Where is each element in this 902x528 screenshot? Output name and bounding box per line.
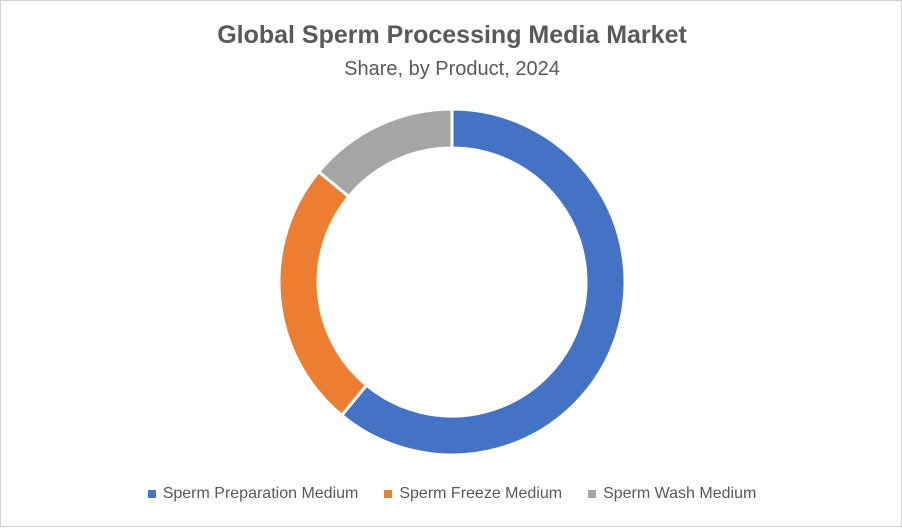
chart-title: Global Sperm Processing Media Market [217, 21, 687, 49]
chart-subtitle: Share, by Product, 2024 [344, 58, 560, 80]
donut-slices [277, 107, 627, 457]
legend-swatch [384, 490, 393, 498]
donut-slice-0 [339, 107, 627, 457]
legend-item-freeze: Sperm Freeze Medium [384, 485, 562, 503]
legend-label: Sperm Freeze Medium [399, 485, 563, 502]
legend-item-preparation: Sperm Preparation Medium [147, 485, 359, 503]
donut-slice-1 [277, 169, 369, 418]
legend: Sperm Preparation Medium Sperm Freeze Me… [1, 485, 902, 503]
legend-swatch [147, 490, 156, 498]
donut-slice-2 [316, 107, 454, 199]
legend-label: Sperm Preparation Medium [162, 485, 359, 502]
legend-label: Sperm Wash Medium [603, 485, 757, 502]
legend-item-wash: Sperm Wash Medium [588, 485, 756, 503]
legend-swatch [588, 490, 597, 498]
